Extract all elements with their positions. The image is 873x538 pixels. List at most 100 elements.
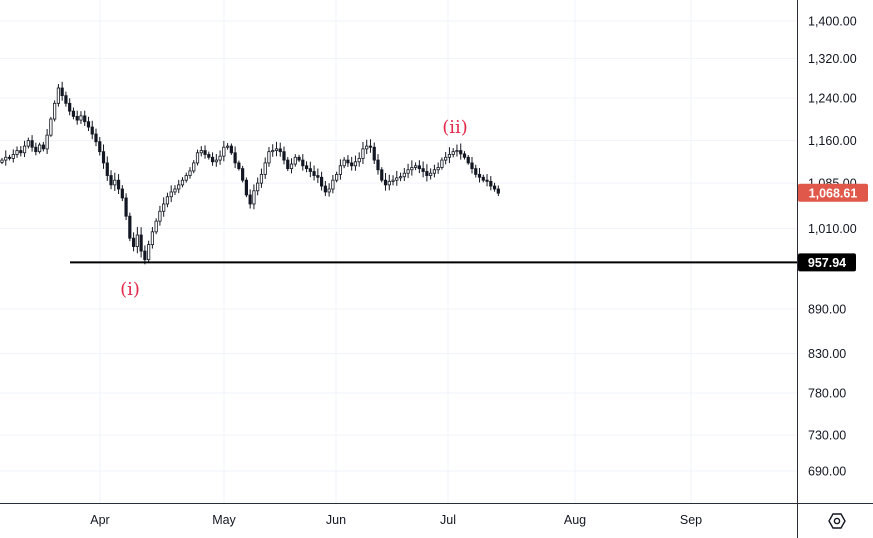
candle (143, 245, 147, 265)
candle (432, 164, 437, 178)
candle-body (233, 152, 237, 164)
candle-body (0, 159, 4, 163)
candle-body (301, 159, 305, 167)
candle (338, 159, 343, 180)
candle-body (474, 168, 478, 175)
candle (109, 170, 113, 190)
candle (425, 164, 429, 182)
y-tick-label: 1,400.00 (808, 15, 857, 29)
candle (98, 137, 102, 156)
candle (60, 81, 64, 101)
candle-body (109, 175, 113, 186)
candle (312, 165, 316, 181)
candle (83, 110, 87, 126)
settings-button[interactable] (826, 510, 848, 532)
candle (282, 146, 286, 165)
candle (34, 142, 38, 156)
candle-body (143, 250, 147, 261)
candle-body (372, 146, 376, 161)
candle-body (19, 150, 23, 154)
candle (26, 137, 30, 149)
candle (474, 164, 478, 178)
candle-body (357, 157, 361, 163)
candle (286, 157, 290, 172)
candle (158, 205, 162, 226)
candle-body (237, 162, 241, 170)
candle-body (395, 177, 399, 181)
candle-body (432, 169, 437, 174)
candlestick-series (0, 81, 500, 265)
candle (225, 143, 230, 150)
candle (116, 174, 121, 194)
candle (177, 179, 181, 194)
candle (417, 160, 421, 174)
candle (68, 98, 72, 116)
candle-body (391, 179, 395, 182)
candle (30, 135, 34, 152)
candle-body (83, 115, 87, 123)
candle (207, 151, 211, 160)
candle-body (410, 167, 414, 171)
candle-body (496, 188, 500, 194)
candle-body (481, 176, 485, 181)
candle (22, 140, 27, 158)
candle (233, 146, 237, 169)
candle-body (256, 182, 260, 192)
candle-body (297, 156, 301, 161)
candle-body (165, 196, 170, 205)
candle-body (30, 140, 34, 148)
candle (139, 227, 143, 258)
candle (15, 146, 19, 158)
candle (470, 156, 474, 174)
candle (64, 91, 68, 107)
candle-body (60, 87, 64, 97)
candle-body (56, 87, 61, 104)
candle-body (327, 188, 331, 193)
candle (210, 152, 215, 166)
candle (131, 232, 136, 252)
candle (440, 157, 444, 170)
candle-body (417, 165, 421, 170)
candle-body (353, 161, 358, 167)
candle-body (444, 156, 448, 161)
settings-icon (828, 513, 846, 529)
candle (402, 167, 406, 181)
candle-body (131, 237, 136, 247)
candle (53, 100, 57, 122)
candle (289, 158, 294, 174)
candle (489, 176, 493, 191)
candle-body (180, 179, 185, 186)
candle (4, 150, 8, 166)
candle-body (225, 145, 230, 148)
candle (481, 174, 485, 183)
candle-body (241, 168, 245, 181)
candle (293, 154, 297, 167)
candle-body (323, 185, 327, 193)
candle-body (169, 191, 173, 198)
candle-body (278, 148, 282, 153)
candle-body (380, 169, 384, 181)
candle (101, 144, 106, 169)
candle-body (252, 190, 256, 205)
candle-body (222, 146, 226, 157)
candle (301, 154, 305, 171)
candle-body (199, 150, 203, 154)
candle-body (436, 167, 440, 171)
candle (120, 185, 124, 202)
candle-body (489, 180, 493, 187)
candle (406, 163, 410, 179)
candle-body (68, 102, 72, 112)
candle (444, 152, 448, 165)
candle-body (462, 153, 467, 158)
candle-body (135, 234, 139, 247)
candle (49, 116, 53, 137)
candle-body (214, 159, 218, 163)
candle-body (365, 145, 369, 150)
candle-body (331, 179, 335, 190)
candle-body (451, 151, 455, 155)
candle (263, 157, 267, 179)
current-price-badge (798, 183, 868, 202)
candle-body (477, 173, 482, 178)
candle-body (429, 172, 433, 176)
